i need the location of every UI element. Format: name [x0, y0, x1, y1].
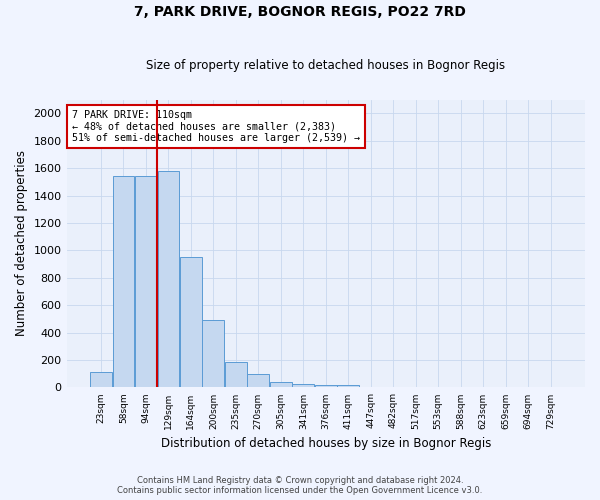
- Y-axis label: Number of detached properties: Number of detached properties: [15, 150, 28, 336]
- Bar: [158, 171, 179, 388]
- Bar: [225, 362, 247, 388]
- Bar: [292, 384, 314, 388]
- Title: Size of property relative to detached houses in Bognor Regis: Size of property relative to detached ho…: [146, 59, 505, 72]
- Bar: [247, 374, 269, 388]
- Bar: [202, 320, 224, 388]
- Bar: [270, 382, 292, 388]
- Bar: [90, 372, 112, 388]
- X-axis label: Distribution of detached houses by size in Bognor Regis: Distribution of detached houses by size …: [161, 437, 491, 450]
- Text: 7 PARK DRIVE: 110sqm
← 48% of detached houses are smaller (2,383)
51% of semi-de: 7 PARK DRIVE: 110sqm ← 48% of detached h…: [72, 110, 360, 143]
- Bar: [180, 257, 202, 388]
- Bar: [337, 386, 359, 388]
- Text: Contains HM Land Registry data © Crown copyright and database right 2024.
Contai: Contains HM Land Registry data © Crown c…: [118, 476, 482, 495]
- Bar: [135, 176, 157, 388]
- Bar: [113, 176, 134, 388]
- Bar: [315, 386, 337, 388]
- Text: 7, PARK DRIVE, BOGNOR REGIS, PO22 7RD: 7, PARK DRIVE, BOGNOR REGIS, PO22 7RD: [134, 5, 466, 19]
